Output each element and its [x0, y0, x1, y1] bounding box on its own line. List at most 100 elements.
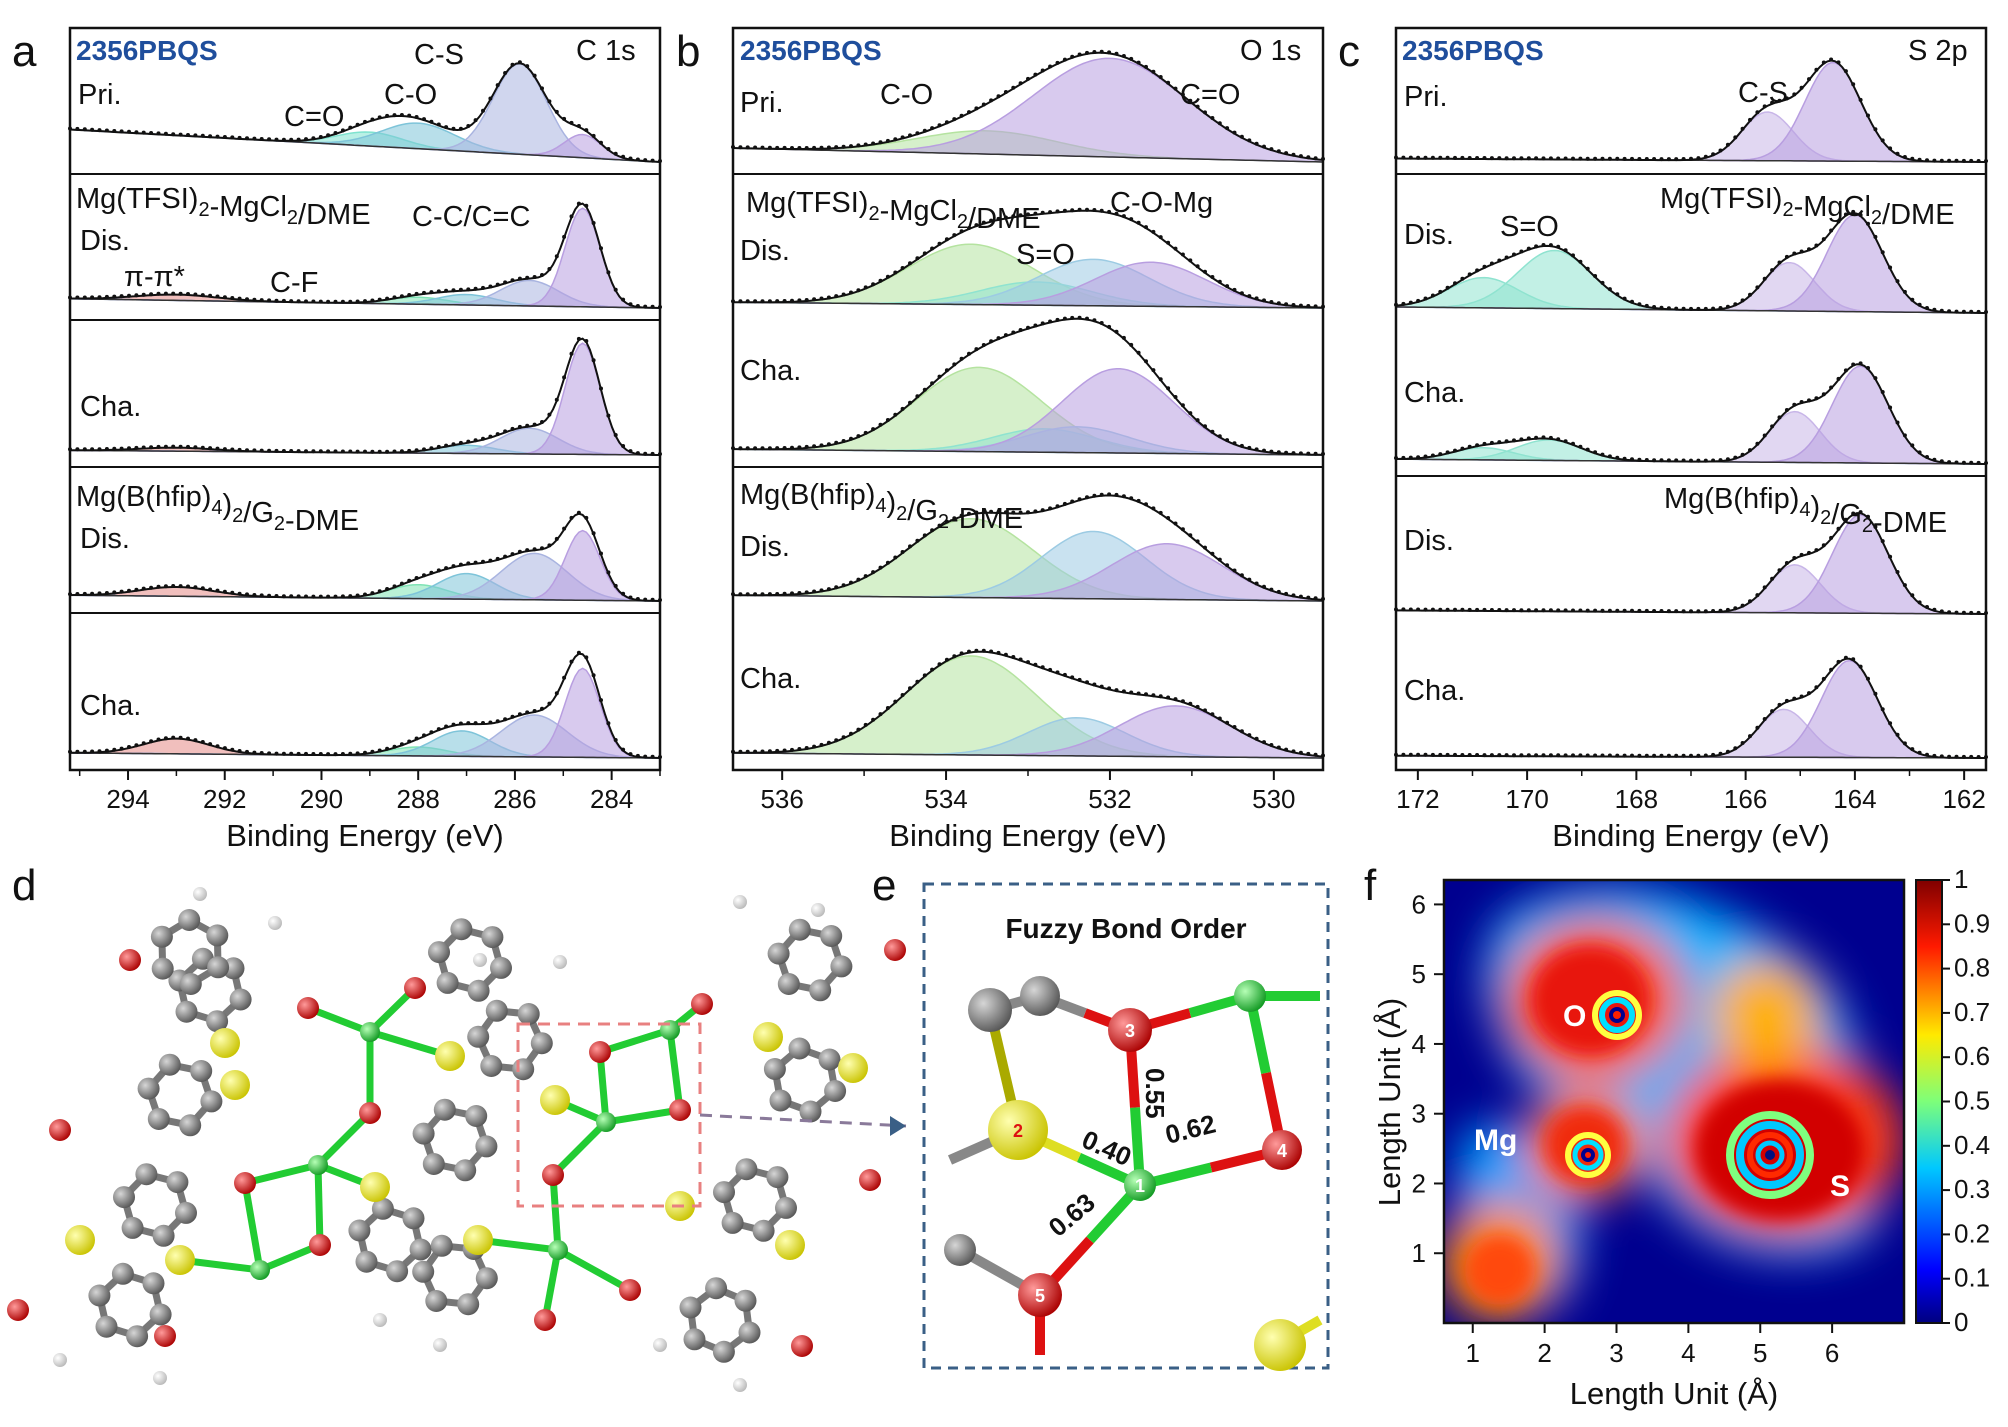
data-point [127, 588, 131, 593]
data-point [104, 591, 109, 595]
data-point [1033, 211, 1038, 216]
data-point [1482, 753, 1487, 758]
data-point [134, 293, 139, 298]
raw-data-points [68, 201, 662, 309]
data-point [812, 145, 817, 150]
data-point [1851, 209, 1856, 214]
data-point [1880, 138, 1885, 143]
data-point [503, 717, 508, 722]
data-point [193, 585, 198, 590]
data-point [1748, 734, 1752, 739]
data-point [1313, 304, 1318, 309]
data-point [753, 299, 758, 304]
data-point [952, 362, 957, 367]
data-point [1615, 455, 1620, 460]
data-point [1188, 411, 1193, 416]
colorbar-tick-label: 0.6 [1954, 1041, 1990, 1071]
data-point [141, 130, 146, 135]
sulfur-atom [753, 1022, 783, 1052]
data-point [922, 673, 927, 678]
data-point [1725, 457, 1730, 462]
data-point [1239, 134, 1244, 139]
data-point [355, 751, 360, 756]
data-point [1792, 556, 1797, 560]
data-point [429, 730, 434, 735]
carbon-atom [830, 955, 853, 978]
data-point [1681, 306, 1686, 311]
data-point [363, 449, 367, 454]
data-point [1291, 749, 1296, 754]
oxygen-atom [589, 1041, 611, 1063]
data-point [385, 296, 390, 301]
data-point [1129, 56, 1134, 61]
data-point [1954, 610, 1959, 615]
data-point [804, 146, 809, 150]
data-point [760, 592, 765, 597]
state-label: Cha. [740, 355, 801, 387]
data-point [451, 722, 456, 727]
data-point [952, 117, 957, 122]
data-point [1571, 608, 1575, 613]
data-point [259, 298, 264, 303]
data-point [1748, 292, 1752, 297]
data-point [1173, 86, 1178, 91]
data-point [1541, 608, 1546, 613]
data-point [1777, 702, 1782, 707]
data-point [1298, 154, 1303, 159]
data-point [178, 444, 183, 449]
data-point [591, 358, 596, 363]
data-point [760, 446, 765, 451]
data-point [1836, 659, 1841, 664]
data-point [208, 587, 213, 592]
data-point [237, 296, 242, 301]
data-point [1829, 667, 1834, 672]
data-point [1541, 753, 1546, 758]
data-point [1306, 304, 1311, 308]
data-point [1512, 438, 1516, 443]
data-point [1777, 98, 1782, 103]
data-point [355, 122, 360, 127]
data-point [200, 293, 205, 298]
data-point [186, 292, 190, 296]
data-point [1033, 323, 1038, 328]
data-point [1740, 452, 1745, 457]
data-point [163, 131, 168, 136]
data-point [119, 589, 124, 594]
data-point [812, 444, 817, 449]
sulfur-atom [463, 1225, 493, 1255]
x-tick-label: 294 [106, 784, 149, 814]
data-point [200, 445, 205, 450]
carbon-atom [178, 909, 201, 931]
data-point [525, 710, 530, 715]
data-point [1033, 72, 1038, 77]
data-point [1467, 444, 1472, 449]
data-point [849, 731, 853, 736]
data-point [495, 83, 500, 88]
state-label: Dis. [740, 235, 790, 267]
data-point [1681, 458, 1686, 463]
data-point [407, 578, 412, 583]
carbon-atom [454, 1159, 477, 1182]
data-point [1284, 302, 1289, 307]
carbon-atom [95, 1315, 118, 1338]
data-point [621, 297, 626, 302]
data-point [1158, 235, 1163, 240]
data-point [841, 439, 846, 443]
data-point [834, 738, 839, 743]
data-point [208, 446, 213, 451]
data-point [1504, 753, 1509, 758]
oxygen-atom [791, 1335, 813, 1357]
hydrogen-atom [811, 903, 825, 917]
oxygen-atom [234, 1172, 256, 1194]
xps-o1s-plots [731, 49, 1325, 759]
data-point [643, 597, 648, 602]
state-label: Cha. [1404, 377, 1465, 409]
data-point [863, 285, 868, 290]
data-point [407, 293, 412, 297]
carbon-atom [721, 1211, 744, 1234]
data-point [1689, 458, 1693, 463]
data-point [554, 109, 559, 114]
raw-data-points [731, 492, 1325, 601]
data-point [1291, 303, 1296, 307]
data-point [399, 113, 404, 117]
